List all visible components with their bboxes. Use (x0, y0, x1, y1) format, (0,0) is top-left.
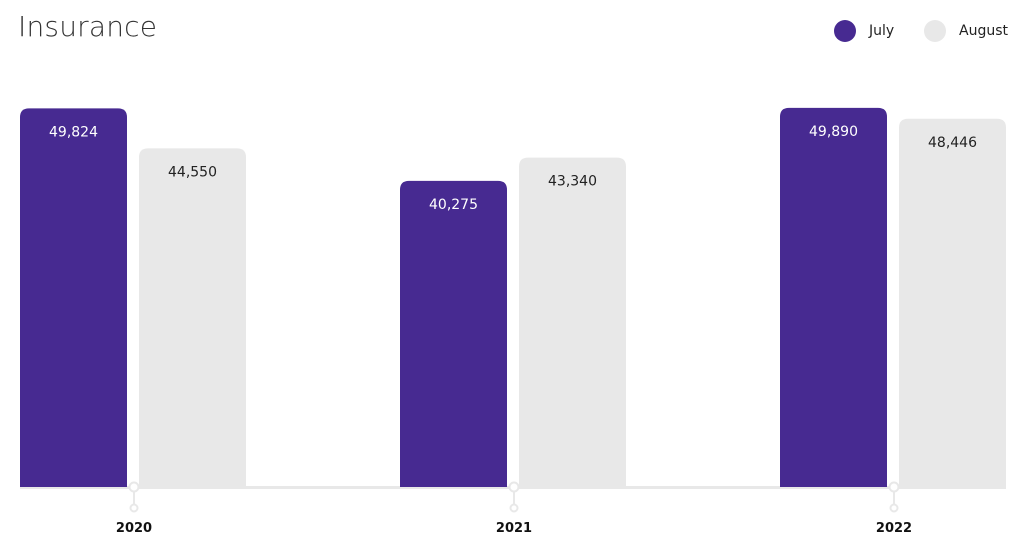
chart-title: Insurance (18, 10, 158, 43)
data-label-july-2021: 40,275 (429, 197, 478, 213)
data-label-august-2022: 48,446 (928, 135, 977, 151)
legend-label-july: July (869, 23, 895, 39)
bar-august-2021 (519, 157, 626, 487)
data-label-july-2020: 49,824 (49, 124, 98, 140)
tick-marker-2022 (888, 481, 900, 493)
x-tick-label-2022: 2022 (876, 521, 912, 536)
tick-end-2020 (129, 503, 139, 513)
bar-august-2022 (899, 118, 1006, 488)
legend-label-august: August (959, 23, 1008, 39)
data-label-august-2020: 44,550 (168, 164, 217, 180)
tick-end-2021 (509, 503, 519, 513)
legend-swatch-august (924, 20, 946, 42)
tick-marker-2021 (508, 481, 520, 493)
data-label-july-2022: 49,890 (809, 124, 858, 140)
x-tick-label-2020: 2020 (116, 521, 152, 536)
tick-marker-2020 (128, 481, 140, 493)
bar-august-2020 (139, 148, 246, 488)
legend-swatch-july (834, 20, 856, 42)
bar-july-2022 (780, 107, 887, 487)
data-label-august-2021: 43,340 (548, 174, 597, 190)
legend-item-august: August (924, 20, 1008, 42)
tick-end-2022 (889, 503, 899, 513)
legend-item-july: July (834, 20, 894, 42)
bar-july-2020 (20, 108, 127, 488)
x-tick-label-2021: 2021 (496, 521, 532, 536)
bar-july-2021 (400, 180, 507, 487)
